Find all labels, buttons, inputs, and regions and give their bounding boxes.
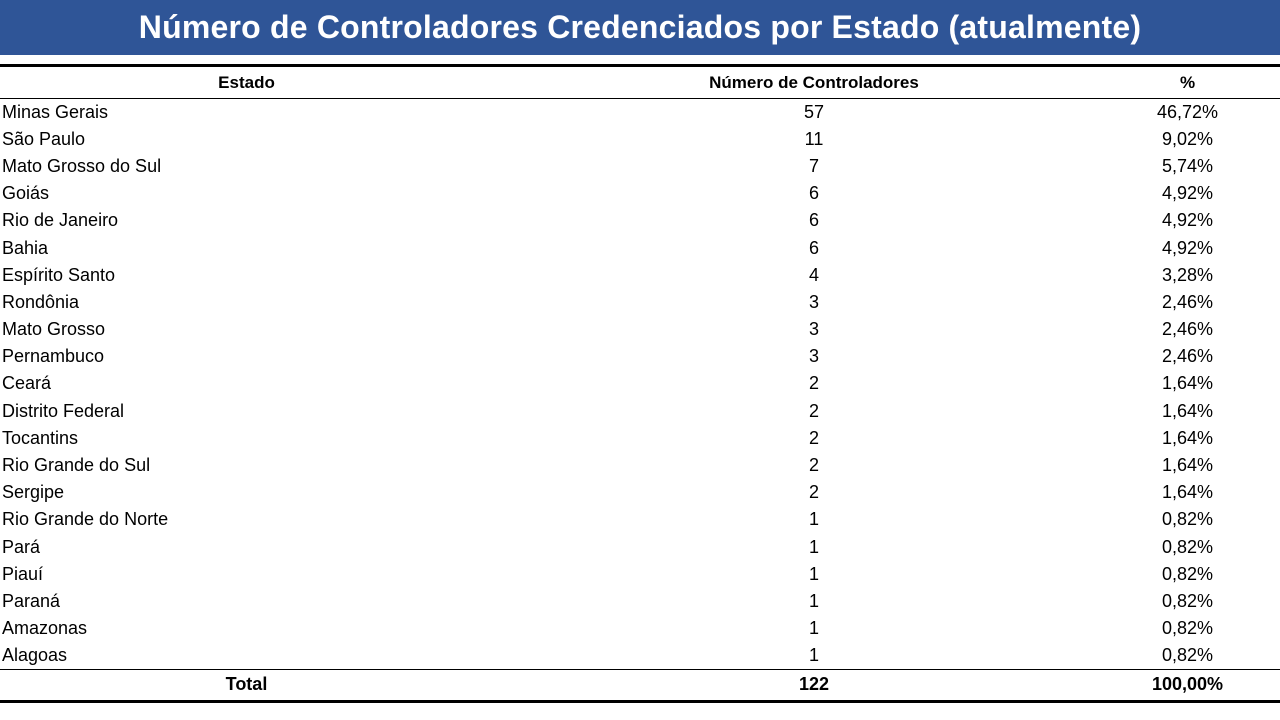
percent-cell: 4,92% [1161, 210, 1214, 231]
count-cell: 6 [808, 210, 819, 231]
table-row: Tocantins 2 1,64% [0, 425, 1280, 452]
count-cell: 1 [808, 509, 819, 530]
state-cell: Amazonas [2, 618, 88, 639]
table-row: Mato Grosso 3 2,46% [0, 316, 1280, 343]
percent-cell: 0,82% [1161, 563, 1214, 584]
count-cell: 2 [808, 400, 819, 421]
count-cell: 3 [808, 291, 819, 312]
header-percent: % [1135, 64, 1280, 99]
table-row: Goiás 6 4,92% [0, 180, 1280, 207]
count-cell: 1 [808, 563, 819, 584]
table-row: Rio de Janeiro 6 4,92% [0, 207, 1280, 234]
table-row: Minas Gerais 57 46,72% [0, 99, 1280, 126]
table-row: Espírito Santo 4 3,28% [0, 262, 1280, 289]
count-cell: 3 [808, 346, 819, 367]
count-cell: 2 [808, 455, 819, 476]
percent-cell: 5,74% [1161, 155, 1214, 176]
percent-cell: 4,92% [1161, 183, 1214, 204]
count-cell: 57 [803, 101, 825, 122]
state-cell: Rio de Janeiro [2, 210, 119, 231]
state-cell: Mato Grosso do Sul [2, 155, 162, 176]
count-cell: 6 [808, 237, 819, 258]
percent-cell: 0,82% [1161, 536, 1214, 557]
controllers-table: Estado Número de Controladores % Minas G… [0, 64, 1280, 703]
count-cell: 1 [808, 590, 819, 611]
state-cell: Distrito Federal [2, 400, 125, 421]
total-label: Total [0, 668, 493, 703]
percent-cell: 2,46% [1161, 346, 1214, 367]
count-cell: 7 [808, 155, 819, 176]
state-cell: Bahia [2, 237, 49, 258]
count-cell: 11 [804, 128, 824, 149]
state-cell: Paraná [2, 590, 61, 611]
table-row: Ceará 2 1,64% [0, 370, 1280, 397]
percent-cell: 1,64% [1161, 373, 1214, 394]
percent-cell: 4,92% [1161, 237, 1214, 258]
total-percent: 100,00% [1135, 668, 1280, 703]
count-cell: 2 [808, 427, 819, 448]
state-cell: Mato Grosso [2, 319, 106, 340]
percent-cell: 0,82% [1161, 590, 1214, 611]
table-row: Paraná 1 0,82% [0, 588, 1280, 615]
table-row: Pará 1 0,82% [0, 534, 1280, 561]
table-header-row: Estado Número de Controladores % [0, 64, 1280, 99]
percent-cell: 0,82% [1161, 618, 1214, 639]
count-cell: 1 [808, 618, 819, 639]
state-cell: Pará [2, 536, 41, 557]
percent-cell: 2,46% [1161, 291, 1214, 312]
title-bar: Número de Controladores Credenciados por… [0, 0, 1280, 55]
percent-cell: 0,82% [1161, 509, 1214, 530]
count-cell: 2 [808, 373, 819, 394]
percent-cell: 1,64% [1161, 427, 1214, 448]
table-body: Minas Gerais 57 46,72% São Paulo 11 9,02% Mato… [0, 99, 1280, 670]
table-row: Bahia 6 4,92% [0, 234, 1280, 261]
count-cell: 3 [808, 319, 819, 340]
state-cell: Pernambuco [2, 346, 105, 367]
page-title: Número de Controladores Credenciados por… [138, 9, 1142, 45]
table-row: Distrito Federal 2 1,64% [0, 398, 1280, 425]
state-cell: Espírito Santo [2, 264, 116, 285]
count-cell: 1 [808, 536, 819, 557]
total-count: 122 [493, 668, 1135, 703]
count-cell: 1 [808, 645, 819, 666]
state-cell: Minas Gerais [2, 101, 109, 122]
count-cell: 2 [808, 482, 819, 503]
state-cell: São Paulo [2, 128, 86, 149]
percent-cell: 1,64% [1161, 400, 1214, 421]
table-row: Pernambuco 3 2,46% [0, 343, 1280, 370]
state-cell: Tocantins [2, 427, 79, 448]
table-row: Amazonas 1 0,82% [0, 615, 1280, 642]
state-cell: Ceará [2, 373, 52, 394]
controllers-table-container: Estado Número de Controladores % Minas G… [0, 64, 1280, 703]
table-row: Rondônia 3 2,46% [0, 289, 1280, 316]
percent-cell: 3,28% [1161, 264, 1214, 285]
table-row: Rio Grande do Norte 1 0,82% [0, 506, 1280, 533]
percent-cell: 0,82% [1161, 645, 1214, 666]
table-row: Piauí 1 0,82% [0, 561, 1280, 588]
table-row: Sergipe 2 1,64% [0, 479, 1280, 506]
state-cell: Rondônia [2, 291, 80, 312]
table-row: Alagoas 1 0,82% [0, 642, 1280, 669]
table-row: Mato Grosso do Sul 7 5,74% [0, 153, 1280, 180]
percent-cell: 9,02% [1161, 128, 1214, 149]
table-row: São Paulo 11 9,02% [0, 126, 1280, 153]
count-cell: 6 [808, 183, 819, 204]
state-cell: Alagoas [2, 645, 68, 666]
total-row: Total 122 100,00% [0, 668, 1280, 703]
count-cell: 4 [808, 264, 819, 285]
percent-cell: 2,46% [1161, 319, 1214, 340]
percent-cell: 1,64% [1161, 455, 1214, 476]
header-state: Estado [0, 64, 493, 99]
percent-cell: 46,72% [1156, 101, 1219, 122]
header-count: Número de Controladores [493, 64, 1135, 99]
state-cell: Goiás [2, 183, 50, 204]
percent-cell: 1,64% [1161, 482, 1214, 503]
state-cell: Rio Grande do Sul [2, 455, 151, 476]
state-cell: Piauí [2, 563, 44, 584]
state-cell: Rio Grande do Norte [2, 509, 169, 530]
state-cell: Sergipe [2, 482, 65, 503]
table-row: Rio Grande do Sul 2 1,64% [0, 452, 1280, 479]
